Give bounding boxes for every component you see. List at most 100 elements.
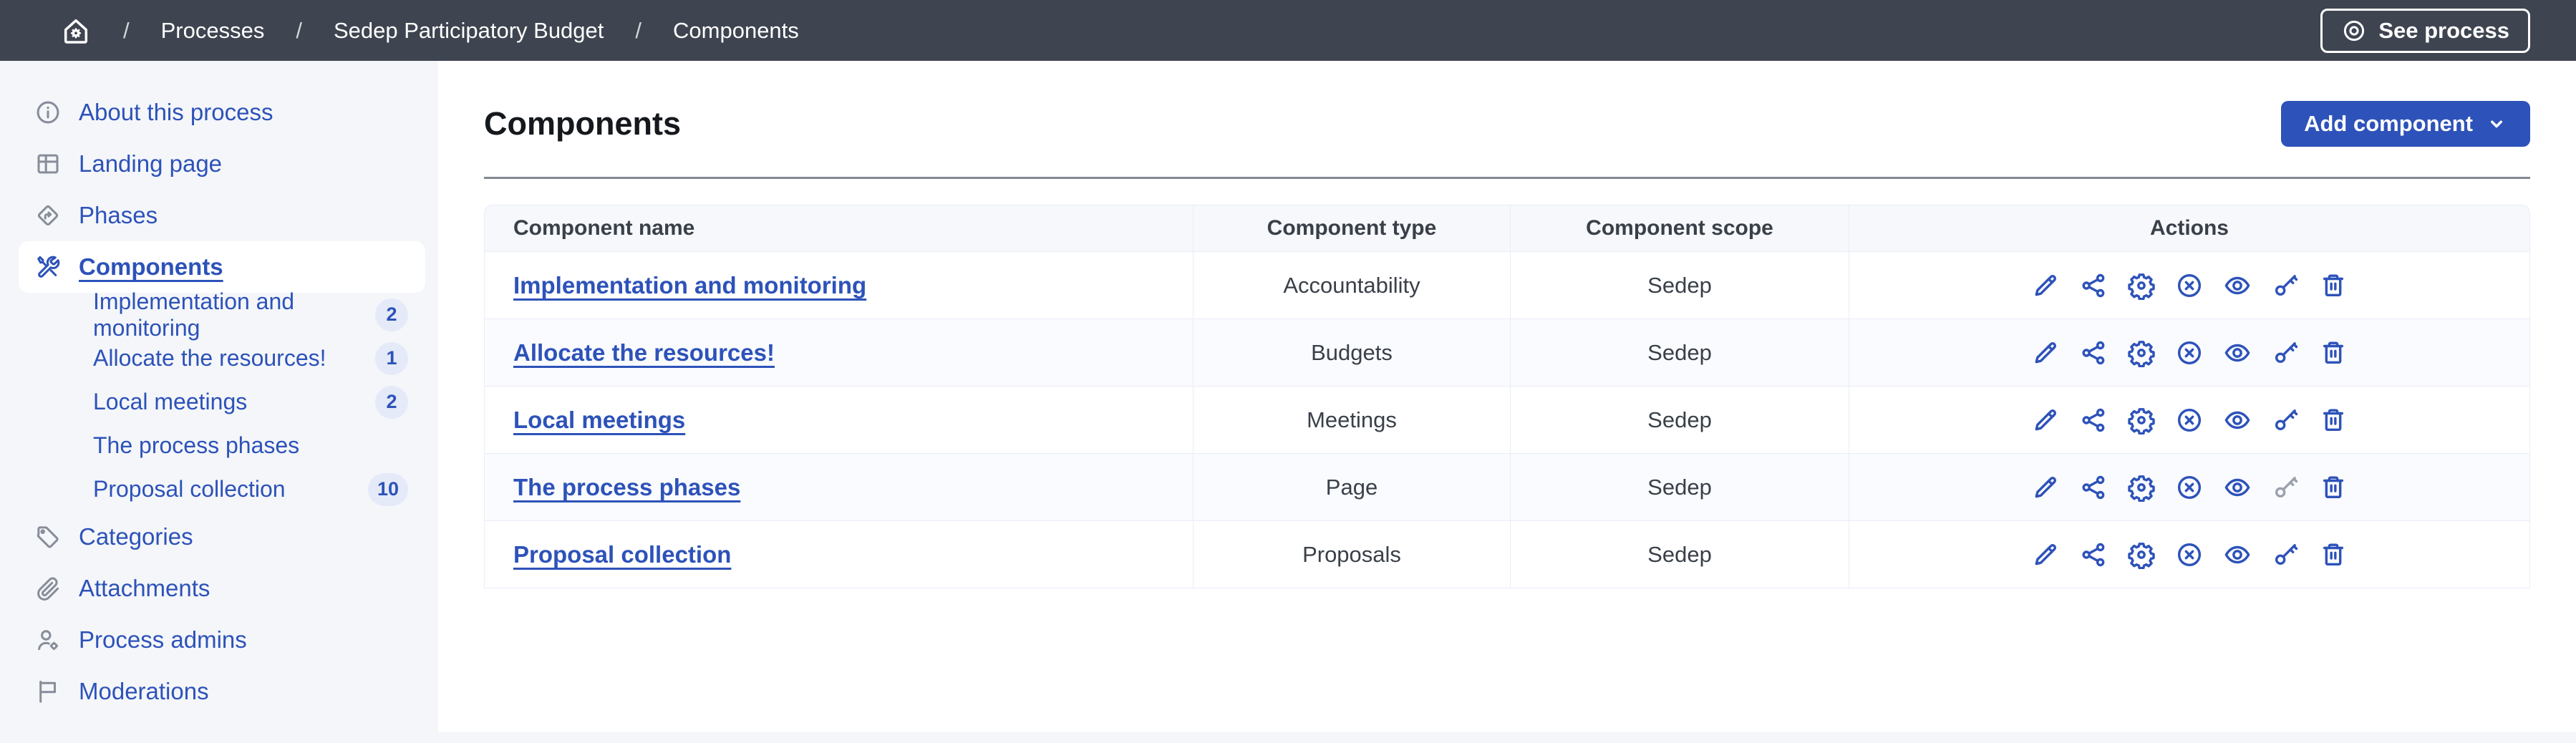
actions-cell: [1849, 454, 2530, 521]
gear-icon: [2127, 473, 2156, 502]
unpublish-button[interactable]: [2175, 406, 2204, 434]
sidebar-item-label: Attachments: [79, 575, 210, 601]
delete-button[interactable]: [2319, 406, 2348, 434]
table-row: The process phases Page Sedep: [484, 454, 2530, 521]
component-type: Accountability: [1193, 252, 1511, 319]
component-type: Proposals: [1193, 521, 1511, 588]
sidebar-item-categories[interactable]: Categories: [0, 511, 438, 563]
preview-button[interactable]: [2223, 339, 2252, 367]
breadcrumb-separator: /: [123, 17, 130, 43]
component-name-link[interactable]: Local meetings: [513, 406, 686, 433]
share-button[interactable]: [2079, 339, 2108, 367]
sidebar-item-components[interactable]: Components: [19, 241, 425, 293]
component-scope: Sedep: [1511, 252, 1849, 319]
preview-button[interactable]: [2223, 473, 2252, 502]
permissions-button[interactable]: [2271, 473, 2300, 502]
breadcrumb-components[interactable]: Components: [673, 17, 799, 43]
configure-button[interactable]: [2127, 339, 2156, 367]
sidebar: About this process Landing page Phases Comp…: [0, 61, 438, 732]
header-component-name: Component name: [484, 205, 1193, 252]
component-name-link[interactable]: The process phases: [513, 473, 741, 500]
tools-icon: [34, 253, 62, 281]
sidebar-subitem-label: The process phases: [93, 432, 300, 458]
sidebar-subitem[interactable]: Implementation and monitoring 2: [0, 288, 438, 341]
sidebar-subitem-label: Local meetings: [93, 389, 248, 414]
edit-button[interactable]: [2031, 271, 2060, 300]
preview-button[interactable]: [2223, 406, 2252, 434]
edit-button[interactable]: [2031, 473, 2060, 502]
component-name-link[interactable]: Allocate the resources!: [513, 339, 775, 366]
sidebar-subitem[interactable]: The process phases: [0, 424, 438, 467]
sidebar-subitem[interactable]: Local meetings 2: [0, 380, 438, 424]
permissions-button[interactable]: [2271, 271, 2300, 300]
key-icon: [2271, 271, 2300, 300]
component-name-link[interactable]: Implementation and monitoring: [513, 271, 867, 298]
component-scope: Sedep: [1511, 521, 1849, 588]
component-name-link[interactable]: Proposal collection: [513, 540, 732, 568]
component-scope: Sedep: [1511, 319, 1849, 387]
preview-button[interactable]: [2223, 540, 2252, 569]
trash-icon: [2319, 540, 2348, 569]
home-link[interactable]: [60, 15, 92, 47]
component-name-cell: Local meetings: [484, 387, 1193, 454]
trash-icon: [2319, 473, 2348, 502]
unpublish-button[interactable]: [2175, 271, 2204, 300]
sidebar-item-phases[interactable]: Phases: [0, 190, 438, 241]
count-badge: 2: [375, 385, 408, 419]
gear-icon: [2127, 339, 2156, 367]
share-button[interactable]: [2079, 406, 2108, 434]
breadcrumb-process-name[interactable]: Sedep Participatory Budget: [333, 17, 604, 43]
permissions-button[interactable]: [2271, 406, 2300, 434]
eye-icon: [2223, 339, 2252, 367]
sidebar-item-attachments[interactable]: Attachments: [0, 563, 438, 614]
share-button[interactable]: [2079, 540, 2108, 569]
share-button[interactable]: [2079, 271, 2108, 300]
sidebar-item-label: Categories: [79, 523, 193, 550]
delete-button[interactable]: [2319, 339, 2348, 367]
unpublish-button[interactable]: [2175, 473, 2204, 502]
flag-icon: [34, 678, 62, 705]
component-name-cell: The process phases: [484, 454, 1193, 521]
key-icon: [2271, 406, 2300, 434]
delete-button[interactable]: [2319, 540, 2348, 569]
configure-button[interactable]: [2127, 540, 2156, 569]
configure-button[interactable]: [2127, 271, 2156, 300]
components-table: Component name Component type Component …: [484, 205, 2530, 588]
add-component-label: Add component: [2304, 111, 2473, 136]
trash-icon: [2319, 406, 2348, 434]
permissions-button[interactable]: [2271, 339, 2300, 367]
actions-cell: [1849, 387, 2530, 454]
count-badge: 10: [367, 472, 408, 506]
delete-button[interactable]: [2319, 271, 2348, 300]
key-icon: [2271, 473, 2300, 502]
see-process-button[interactable]: See process: [2320, 8, 2530, 53]
breadcrumb: / Processes / Sedep Participatory Budget…: [60, 15, 799, 47]
unpublish-button[interactable]: [2175, 540, 2204, 569]
signpost-icon: [34, 202, 62, 229]
configure-button[interactable]: [2127, 406, 2156, 434]
edit-button[interactable]: [2031, 540, 2060, 569]
edit-button[interactable]: [2031, 406, 2060, 434]
sidebar-subitem[interactable]: Allocate the resources! 1: [0, 336, 438, 380]
configure-button[interactable]: [2127, 473, 2156, 502]
see-process-label: See process: [2378, 17, 2509, 43]
unpublish-button[interactable]: [2175, 339, 2204, 367]
sidebar-item-about[interactable]: About this process: [0, 87, 438, 138]
sidebar-item-process-admins[interactable]: Process admins: [0, 614, 438, 666]
gear-icon: [2127, 406, 2156, 434]
breadcrumb-processes[interactable]: Processes: [160, 17, 265, 43]
sidebar-subitem[interactable]: Proposal collection 10: [0, 467, 438, 511]
share-button[interactable]: [2079, 473, 2108, 502]
home-gear-icon: [60, 15, 92, 47]
permissions-button[interactable]: [2271, 540, 2300, 569]
component-type: Page: [1193, 454, 1511, 521]
sidebar-item-moderations[interactable]: Moderations: [0, 666, 438, 717]
sidebar-subitem-label: Allocate the resources!: [93, 345, 326, 371]
edit-button[interactable]: [2031, 339, 2060, 367]
preview-button[interactable]: [2223, 271, 2252, 300]
sidebar-subitem-label: Proposal collection: [93, 476, 286, 502]
actions-cell: [1849, 252, 2530, 319]
delete-button[interactable]: [2319, 473, 2348, 502]
add-component-button[interactable]: Add component: [2281, 101, 2530, 147]
sidebar-item-landing-page[interactable]: Landing page: [0, 138, 438, 190]
